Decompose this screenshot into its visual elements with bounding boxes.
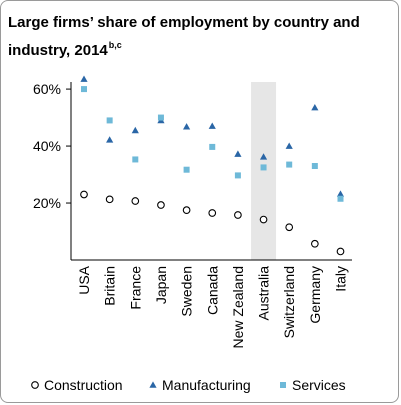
category-label-germany: Germany: [307, 266, 323, 324]
point-manufacturing-usa: [80, 75, 88, 82]
point-services-canada: [209, 143, 216, 150]
point-manufacturing-new-zealand: [234, 150, 242, 157]
point-construction-italy: [336, 247, 345, 256]
point-services-sweden: [183, 166, 190, 173]
point-services-france: [132, 156, 139, 163]
point-construction-usa: [80, 190, 88, 199]
legend-marker-construction: [31, 381, 39, 389]
point-services-japan: [157, 114, 164, 121]
legend-label-services: Services: [292, 377, 346, 393]
point-manufacturing-australia: [259, 153, 268, 160]
point-services-new-zealand: [234, 172, 241, 179]
category-label-britain: Britain: [102, 266, 118, 306]
point-construction-canada: [208, 209, 217, 217]
chart-title-superscript: b,c: [108, 40, 122, 50]
category-label-sweden: Sweden: [179, 266, 195, 317]
point-manufacturing-italy: [336, 190, 345, 197]
point-manufacturing-britain: [106, 136, 114, 143]
point-services-usa: [81, 86, 87, 93]
point-manufacturing-france: [131, 126, 139, 134]
point-construction-australia: [259, 215, 268, 224]
point-manufacturing-germany: [311, 104, 319, 111]
legend-marker-manufacturing: [149, 381, 157, 388]
point-construction-switzerland: [285, 223, 294, 232]
category-label-france: France: [127, 266, 143, 310]
highlight-band-australia: [251, 82, 277, 260]
category-label-new-zealand: New Zealand: [230, 266, 246, 349]
category-label-canada: Canada: [204, 266, 220, 315]
point-construction-france: [131, 197, 140, 205]
point-services-germany: [311, 163, 318, 169]
y-tick-label: 60%: [33, 81, 61, 97]
point-services-italy: [337, 195, 344, 202]
point-construction-new-zealand: [234, 211, 242, 219]
chart-title-text: Large firms’ share of employment by coun…: [8, 14, 360, 59]
point-manufacturing-sweden: [183, 123, 191, 130]
mark-layer: [80, 75, 345, 256]
category-label-italy: Italy: [333, 266, 349, 292]
point-services-australia: [260, 164, 267, 171]
axis-layer: 20% 40% 60%: [33, 81, 352, 261]
category-label-usa: USA: [76, 265, 92, 294]
point-manufacturing-canada: [208, 122, 216, 129]
highlight-layer: [251, 82, 277, 260]
point-construction-japan: [157, 201, 165, 209]
legend-label-manufacturing: Manufacturing: [162, 377, 251, 393]
point-services-switzerland: [286, 161, 293, 168]
category-labels: USA Britain France Japan Sweden Canada New Zea…: [76, 265, 349, 348]
point-construction-germany: [311, 239, 319, 248]
legend: Construction Manufacturing Services: [31, 377, 346, 393]
y-tick-label: 20%: [33, 195, 61, 211]
chart-title: Large firms’ share of employment by coun…: [8, 12, 388, 62]
y-tick-label: 40%: [33, 138, 61, 154]
category-label-japan: Japan: [153, 266, 169, 304]
point-construction-britain: [105, 195, 114, 204]
category-label-switzerland: Switzerland: [281, 266, 297, 338]
point-services-britain: [106, 117, 113, 124]
legend-marker-services: [280, 382, 286, 388]
category-label-australia: Australia: [256, 266, 272, 321]
point-manufacturing-switzerland: [285, 142, 293, 149]
legend-label-construction: Construction: [44, 377, 123, 393]
point-construction-sweden: [182, 206, 191, 215]
